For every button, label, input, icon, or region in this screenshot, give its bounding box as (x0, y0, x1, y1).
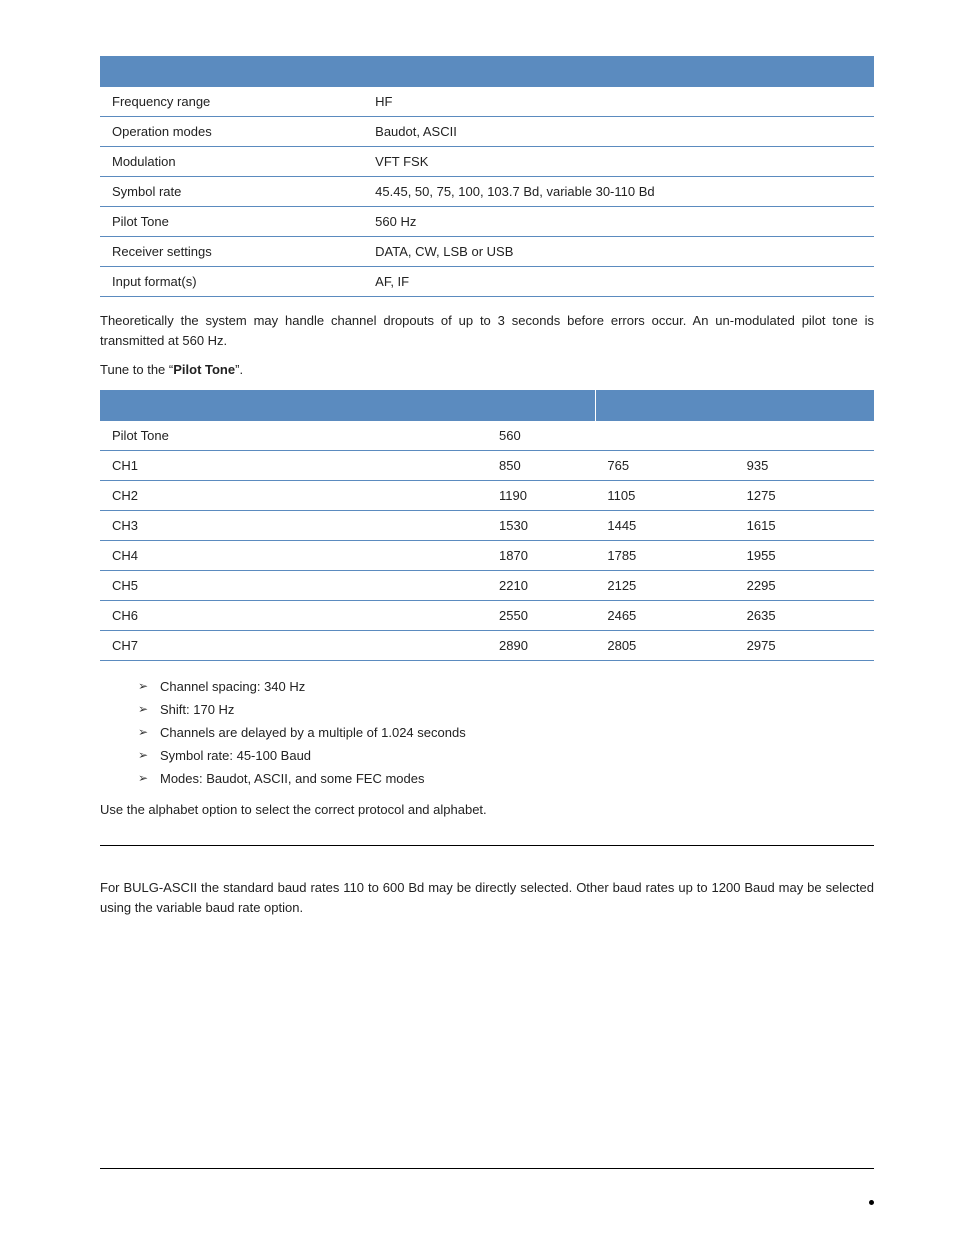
cell: 2635 (735, 600, 874, 630)
table-row: Input format(s) AF, IF (100, 267, 874, 297)
table-row: CH7 2890 2805 2975 (100, 630, 874, 660)
cell-label: Symbol rate (100, 177, 363, 207)
cell: 2805 (595, 630, 734, 660)
cell-label: Modulation (100, 147, 363, 177)
cell: CH3 (100, 510, 487, 540)
cell: 2975 (735, 630, 874, 660)
cell-label: Frequency range (100, 87, 363, 117)
spec-table-2-header (487, 390, 595, 421)
cell: 1530 (487, 510, 595, 540)
cell-value: HF (363, 87, 874, 117)
cell-value: 45.45, 50, 75, 100, 103.7 Bd, variable 3… (363, 177, 874, 207)
cell: CH5 (100, 570, 487, 600)
cell: 1190 (487, 480, 595, 510)
cell: CH2 (100, 480, 487, 510)
cell: 2890 (487, 630, 595, 660)
paragraph-bulg-ascii: For BULG-ASCII the standard baud rates 1… (100, 878, 874, 917)
paragraph-alphabet: Use the alphabet option to select the co… (100, 800, 874, 820)
cell (735, 420, 874, 450)
list-item: Symbol rate: 45-100 Baud (138, 744, 874, 767)
cell-value: Baudot, ASCII (363, 117, 874, 147)
bullet-list: Channel spacing: 340 Hz Shift: 170 Hz Ch… (100, 675, 874, 790)
spec-table-2-header (595, 390, 734, 421)
list-item: Channels are delayed by a multiple of 1.… (138, 721, 874, 744)
cell-label: Pilot Tone (100, 207, 363, 237)
list-item: Channel spacing: 340 Hz (138, 675, 874, 698)
cell: CH4 (100, 540, 487, 570)
table-row: CH5 2210 2125 2295 (100, 570, 874, 600)
table-row: Frequency range HF (100, 87, 874, 117)
cell-label: Operation modes (100, 117, 363, 147)
footer-dot-icon (869, 1200, 874, 1205)
cell-value: AF, IF (363, 267, 874, 297)
cell: CH6 (100, 600, 487, 630)
table-row: Pilot Tone 560 Hz (100, 207, 874, 237)
cell: Pilot Tone (100, 420, 487, 450)
table-row: Symbol rate 45.45, 50, 75, 100, 103.7 Bd… (100, 177, 874, 207)
cell: 1105 (595, 480, 734, 510)
table-row: Receiver settings DATA, CW, LSB or USB (100, 237, 874, 267)
cell: CH1 (100, 450, 487, 480)
cell: CH7 (100, 630, 487, 660)
table-row: Modulation VFT FSK (100, 147, 874, 177)
spec-table-2-header (735, 390, 874, 421)
footer-rule (100, 1168, 874, 1169)
cell: 765 (595, 450, 734, 480)
list-item: Shift: 170 Hz (138, 698, 874, 721)
cell-value: DATA, CW, LSB or USB (363, 237, 874, 267)
cell: 935 (735, 450, 874, 480)
cell: 850 (487, 450, 595, 480)
table-row: CH1 850 765 935 (100, 450, 874, 480)
cell: 2465 (595, 600, 734, 630)
page: Frequency range HF Operation modes Baudo… (0, 0, 954, 1235)
spec-table-2: Pilot Tone 560 CH1 850 765 935 CH2 1190 … (100, 390, 874, 661)
cell-value: 560 Hz (363, 207, 874, 237)
cell: 1785 (595, 540, 734, 570)
paragraph-dropouts: Theoretically the system may handle chan… (100, 311, 874, 350)
text: Tune to the “ (100, 362, 173, 377)
cell: 1955 (735, 540, 874, 570)
cell: 2550 (487, 600, 595, 630)
table-row: CH6 2550 2465 2635 (100, 600, 874, 630)
cell: 1445 (595, 510, 734, 540)
spec-table-2-header (100, 390, 487, 421)
cell: 2295 (735, 570, 874, 600)
text: ”. (235, 362, 243, 377)
spec-table-1-header (100, 56, 874, 87)
table-row: CH4 1870 1785 1955 (100, 540, 874, 570)
paragraph-tune: Tune to the “Pilot Tone”. (100, 360, 874, 380)
table-row: Pilot Tone 560 (100, 420, 874, 450)
cell-label: Receiver settings (100, 237, 363, 267)
table-row: CH2 1190 1105 1275 (100, 480, 874, 510)
cell: 1275 (735, 480, 874, 510)
table-row: Operation modes Baudot, ASCII (100, 117, 874, 147)
cell: 2125 (595, 570, 734, 600)
cell (595, 420, 734, 450)
cell-label: Input format(s) (100, 267, 363, 297)
cell: 560 (487, 420, 595, 450)
cell-value: VFT FSK (363, 147, 874, 177)
list-item: Modes: Baudot, ASCII, and some FEC modes (138, 767, 874, 790)
section-divider (100, 845, 874, 846)
text-bold: Pilot Tone (173, 362, 235, 377)
cell: 1870 (487, 540, 595, 570)
table-row: CH3 1530 1445 1615 (100, 510, 874, 540)
cell: 1615 (735, 510, 874, 540)
spec-table-1: Frequency range HF Operation modes Baudo… (100, 56, 874, 297)
cell: 2210 (487, 570, 595, 600)
